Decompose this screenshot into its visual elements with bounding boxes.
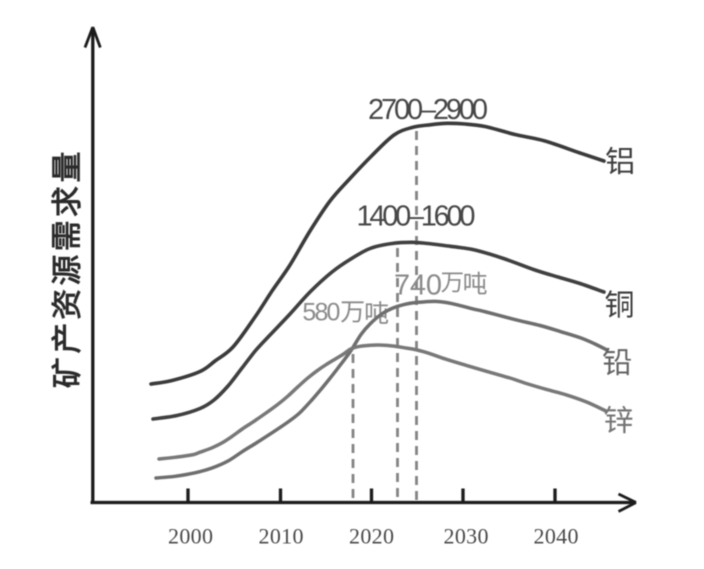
svg-text:2030: 2030	[444, 524, 489, 549]
svg-text:1400–1600: 1400–1600	[357, 201, 476, 233]
svg-text:2040: 2040	[534, 524, 579, 549]
svg-text:2010: 2010	[259, 524, 304, 549]
svg-text:740: 740	[394, 270, 442, 302]
svg-text:580: 580	[302, 299, 340, 327]
svg-text:2700–2900: 2700–2900	[368, 94, 488, 126]
svg-text:2020: 2020	[349, 524, 394, 549]
svg-text:2000: 2000	[168, 524, 213, 549]
